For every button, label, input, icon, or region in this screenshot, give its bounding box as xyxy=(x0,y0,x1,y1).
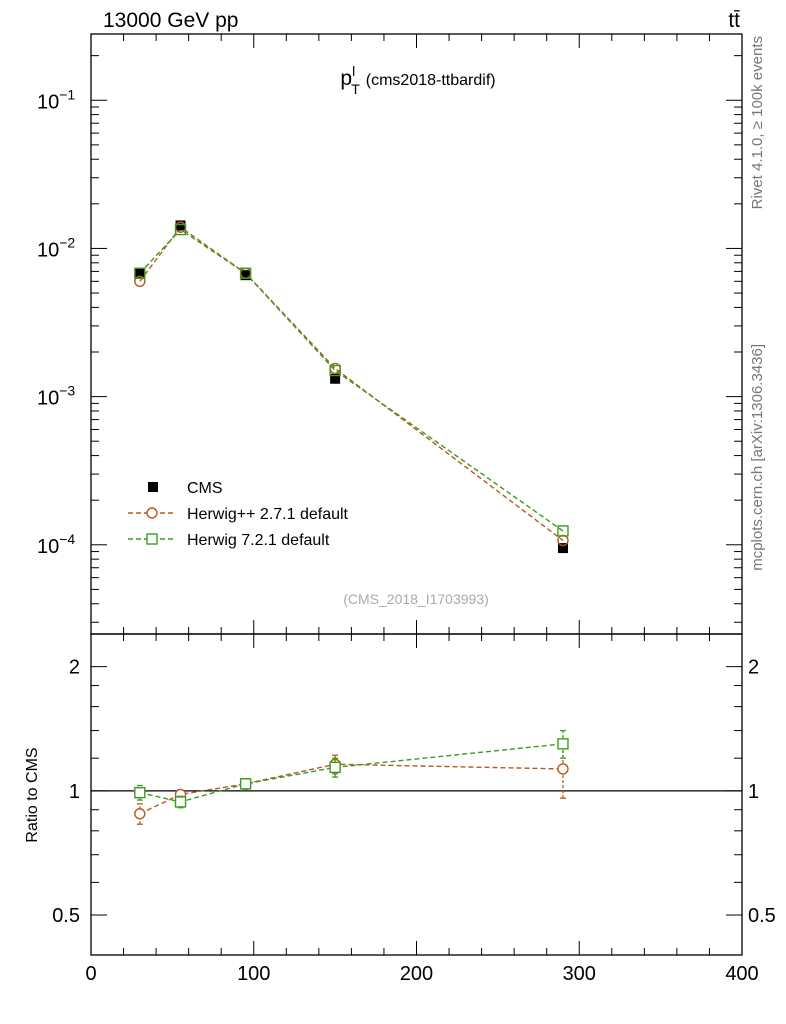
x-tick-label: 100 xyxy=(237,963,270,985)
y-tick-label-main: 10−4 xyxy=(37,531,75,558)
header-process-label: tt̄ xyxy=(728,9,740,32)
legend-label: Herwig++ 2.7.1 default xyxy=(187,506,349,523)
data-point-cms xyxy=(134,268,145,279)
data-point-cms xyxy=(330,373,341,384)
x-tick-label: 0 xyxy=(85,963,96,985)
title-analysis: (cms2018-ttbardif) xyxy=(366,72,496,89)
data-point-herwig7 xyxy=(239,267,252,279)
legend-label: Herwig 7.2.1 default xyxy=(187,532,330,549)
data-point-cms xyxy=(557,543,568,554)
main-panel: 10−1 10−2 10−3 10−4 xyxy=(37,33,743,635)
x-tick-label: 200 xyxy=(400,963,433,985)
ratio-point-herwig7 xyxy=(174,796,187,808)
title-superscript: l xyxy=(352,63,355,79)
y-tick-label-main: 10−3 xyxy=(37,383,75,410)
y-tick-label-main: 10−2 xyxy=(37,234,75,261)
ratio-point-herwigpp xyxy=(557,763,569,775)
ratio-point-herwig7 xyxy=(329,761,341,774)
y-tick-label-ratio-right: 2 xyxy=(748,657,759,679)
ratio-point-herwigpp xyxy=(134,808,146,820)
ratio-plot-frame xyxy=(90,633,743,956)
data-point-herwig7 xyxy=(134,267,146,279)
y-tick-label-ratio-right: 0.5 xyxy=(748,905,776,927)
data-point-herwig7 xyxy=(557,525,569,537)
ratio-axis-label: Ratio to CMS xyxy=(24,747,41,842)
data-point-cms xyxy=(240,270,251,281)
plot-title: pl T (cms2018-ttbardif) xyxy=(340,63,495,97)
side-label-rivet: Rivet 4.1.0, ≥ 100k events xyxy=(749,36,766,209)
legend-marker-herwig7 xyxy=(146,533,158,545)
legend-label: CMS xyxy=(187,480,223,497)
y-tick-label-main: 10−1 xyxy=(37,86,75,113)
side-label-mcplots: mcplots.cern.ch [arXiv:1306.3436] xyxy=(749,344,766,571)
legend: CMS Herwig++ 2.7.1 default Herwig 7.2.1 de… xyxy=(128,480,349,549)
ratio-point-herwig7 xyxy=(239,778,252,790)
data-point-herwigpp xyxy=(134,275,146,288)
data-point-cms xyxy=(175,220,186,231)
title-variable: p xyxy=(340,67,352,90)
x-tick-label: 400 xyxy=(725,963,758,985)
ratio-line-herwig7 xyxy=(139,743,564,803)
ratio-line-herwigpp xyxy=(139,763,563,815)
ratio-point-herwig7 xyxy=(557,738,569,750)
ratio-point-herwig7 xyxy=(134,786,146,799)
data-point-herwig7 xyxy=(329,364,341,377)
legend-marker-herwigpp xyxy=(146,507,158,519)
y-tick-label-ratio-right: 1 xyxy=(748,781,759,803)
y-tick-label-ratio-left: 2 xyxy=(69,657,80,679)
y-tick-label-ratio-left: 1 xyxy=(69,781,80,803)
ratio-panel: 0 100 200 300 400 0.5 0.5 1 1 2 2 Ratio to CMS xyxy=(24,633,776,985)
title-subscript: T xyxy=(351,81,360,97)
data-point-herwig7 xyxy=(174,223,187,236)
legend-marker-cms xyxy=(148,482,158,492)
x-tick-label: 300 xyxy=(563,963,596,985)
watermark-label: (CMS_2018_I1703993) xyxy=(343,591,489,607)
header-energy-label: 13000 GeV pp xyxy=(103,9,238,32)
y-tick-label-ratio-left: 0.5 xyxy=(52,905,80,927)
